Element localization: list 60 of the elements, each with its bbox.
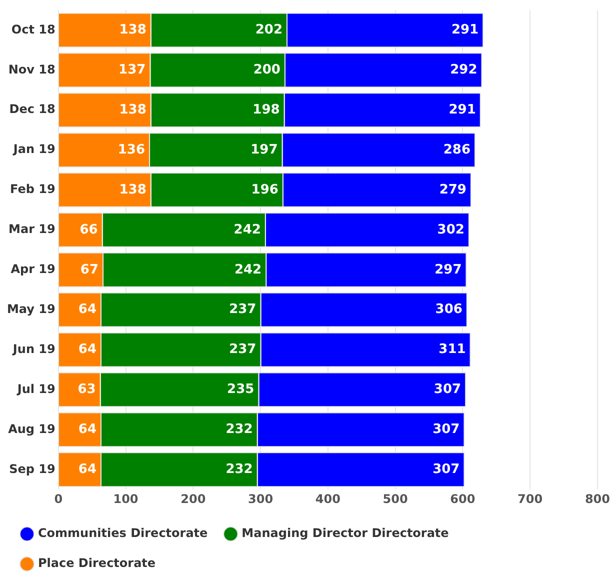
data-label: 297 [434, 262, 462, 278]
data-label: 237 [229, 342, 256, 358]
data-label: 291 [451, 22, 479, 38]
data-label: 63 [78, 382, 96, 398]
data-label: 235 [227, 382, 254, 398]
data-label: 64 [78, 462, 96, 477]
y-tick-label: Aug 19 [8, 422, 56, 436]
data-label: 198 [252, 102, 280, 118]
data-label: 279 [439, 182, 466, 198]
data-label: 197 [250, 142, 278, 158]
data-label: 138 [119, 102, 146, 118]
x-tick-label: 0 [54, 492, 63, 506]
y-tick-label: Nov 18 [8, 62, 56, 76]
data-label: 64 [78, 302, 96, 318]
y-tick-label: Dec 18 [9, 102, 56, 116]
x-tick-label: 200 [180, 492, 206, 506]
data-label: 306 [435, 302, 462, 318]
data-label: 64 [78, 422, 96, 438]
y-tick-label: Mar 19 [8, 222, 56, 236]
data-label: 291 [448, 102, 476, 118]
data-label: 292 [450, 62, 478, 78]
y-tick-label: Jan 19 [12, 142, 56, 156]
data-label: 137 [118, 62, 146, 78]
y-tick-label: Feb 19 [10, 182, 56, 196]
x-tick-label: 500 [382, 492, 408, 506]
y-tick-label: Jun 19 [12, 342, 56, 356]
data-label: 307 [432, 462, 460, 477]
y-tick-label: Sep 19 [9, 462, 56, 476]
legend-label: Place Directorate [38, 556, 156, 570]
data-label: 196 [251, 182, 278, 198]
y-tick-label: Jul 19 [16, 382, 56, 396]
x-tick-label: 700 [518, 492, 543, 506]
y-tick-label: Oct 18 [11, 22, 56, 36]
data-label: 237 [229, 302, 256, 318]
data-label: 307 [432, 422, 460, 438]
data-label: 232 [226, 462, 253, 477]
data-label: 311 [438, 342, 466, 358]
data-label: 242 [234, 262, 262, 278]
y-tick-label: Apr 19 [10, 262, 56, 276]
legend-label: Communities Directorate [38, 526, 208, 540]
x-tick-label: 600 [450, 492, 476, 506]
x-tick-label: 800 [584, 492, 610, 506]
data-label: 136 [118, 142, 146, 158]
data-label: 286 [443, 142, 471, 158]
data-label: 66 [80, 222, 98, 238]
x-tick-label: 100 [113, 492, 138, 506]
data-label: 200 [253, 62, 280, 78]
data-label: 138 [119, 182, 146, 198]
data-label: 202 [255, 22, 282, 38]
x-tick-label: 400 [315, 492, 340, 506]
legend-label: Managing Director Directorate [242, 526, 449, 540]
data-label: 242 [234, 222, 261, 238]
data-label: 67 [80, 262, 99, 278]
data-label: 302 [437, 222, 464, 238]
y-tick-label: May 19 [6, 302, 56, 316]
data-label: 138 [119, 22, 146, 38]
data-label: 232 [226, 422, 253, 438]
x-tick-label: 300 [248, 492, 274, 506]
data-label: 307 [434, 382, 462, 398]
data-label: 64 [78, 342, 96, 358]
